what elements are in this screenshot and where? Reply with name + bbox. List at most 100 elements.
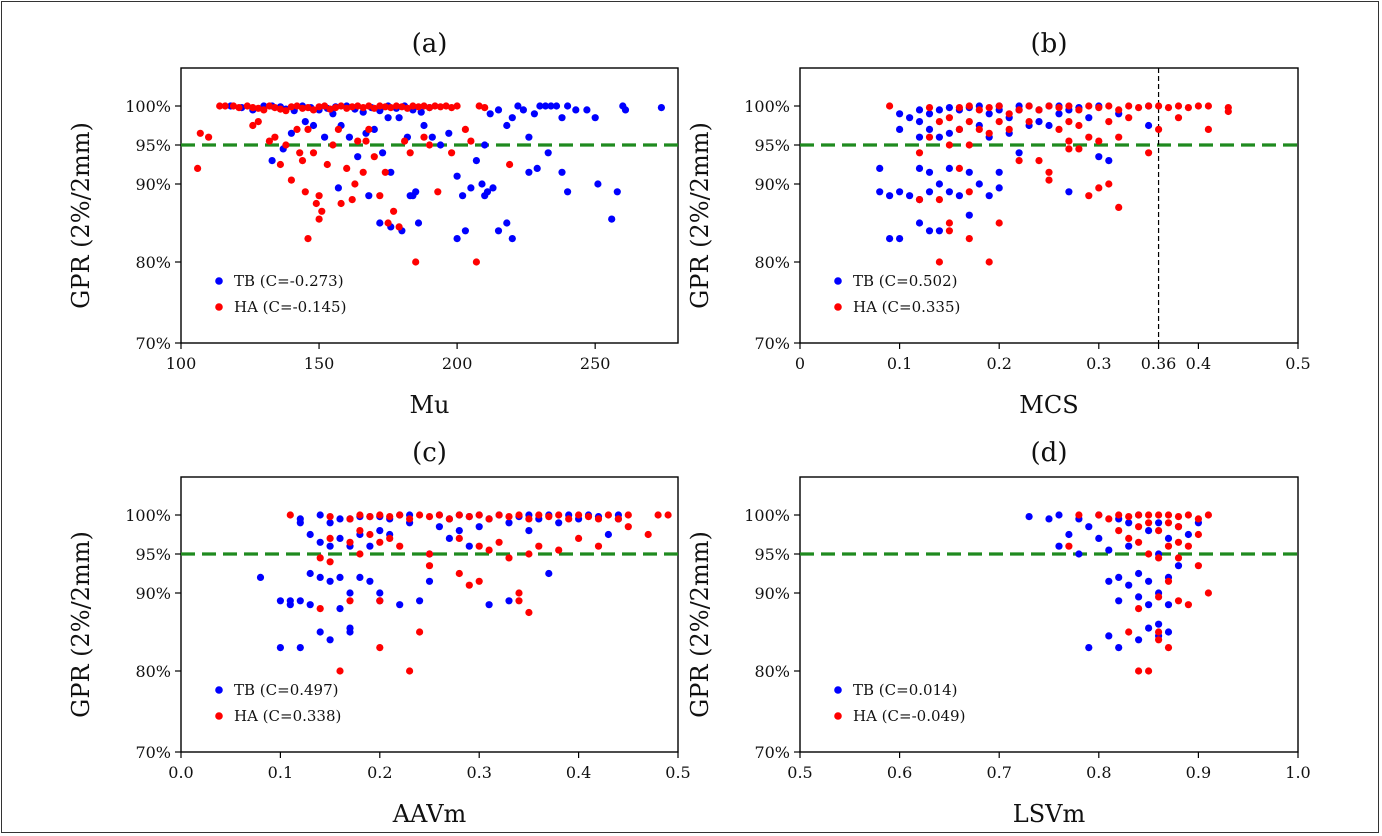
- legend-label: TB (C=0.502): [853, 272, 958, 290]
- data-point: [1164, 542, 1173, 550]
- legend-label: HA (C=0.335): [853, 298, 960, 316]
- data-point: [1095, 511, 1103, 519]
- data-point: [420, 102, 428, 110]
- x-tick-label: 0.7: [986, 763, 1011, 782]
- data-point: [915, 118, 924, 126]
- data-point: [925, 110, 934, 118]
- data-point: [1115, 106, 1123, 114]
- data-point: [594, 180, 602, 188]
- data-point: [594, 515, 603, 523]
- data-point: [316, 605, 324, 613]
- data-point: [293, 102, 301, 110]
- data-point: [624, 511, 632, 519]
- y-tick-label: 100%: [744, 506, 790, 525]
- data-point: [196, 129, 204, 137]
- panel-title: (c): [412, 438, 447, 468]
- data-point: [915, 149, 924, 157]
- data-point: [1135, 523, 1143, 531]
- data-point: [654, 511, 662, 519]
- data-point: [362, 137, 370, 145]
- data-point: [535, 542, 543, 550]
- data-point: [276, 644, 284, 652]
- data-point: [306, 601, 314, 609]
- data-point: [945, 227, 954, 235]
- data-point: [503, 121, 511, 130]
- data-point: [945, 219, 954, 227]
- data-point: [975, 106, 983, 114]
- legend-marker: [834, 277, 842, 285]
- legend-label: TB (C=0.014): [853, 681, 958, 699]
- panel-title: (d): [1031, 438, 1068, 468]
- data-point: [515, 589, 523, 597]
- data-point: [1135, 538, 1143, 546]
- data-point: [1085, 192, 1093, 200]
- data-point: [249, 121, 257, 130]
- data-point: [376, 538, 384, 546]
- y-tick-label: 90%: [135, 584, 171, 603]
- data-point: [985, 104, 993, 112]
- data-point: [608, 215, 616, 223]
- data-point: [545, 513, 553, 521]
- data-point: [1095, 534, 1103, 543]
- data-point: [1025, 118, 1033, 126]
- data-point: [401, 137, 409, 145]
- data-point: [975, 125, 983, 133]
- data-point: [1095, 137, 1103, 145]
- data-point: [1095, 104, 1103, 112]
- x-tick-label: 200: [442, 354, 473, 373]
- data-point: [985, 129, 993, 137]
- data-point: [459, 192, 467, 200]
- data-point: [575, 534, 583, 543]
- data-point: [348, 103, 356, 111]
- data-point: [326, 542, 334, 550]
- data-point: [309, 149, 318, 157]
- data-point: [435, 523, 443, 531]
- data-point: [1055, 110, 1063, 118]
- data-point: [453, 172, 461, 180]
- data-point: [985, 258, 993, 266]
- data-point: [431, 102, 439, 110]
- plot-area: [180, 476, 679, 753]
- data-point: [1085, 133, 1093, 141]
- data-point: [935, 180, 944, 188]
- data-point: [945, 188, 954, 196]
- data-point: [334, 125, 342, 133]
- data-point: [508, 114, 516, 122]
- y-tick-label: 70%: [754, 743, 790, 762]
- data-point: [316, 554, 324, 562]
- x-axis-label: AAVm: [392, 800, 467, 828]
- data-point: [1145, 527, 1153, 535]
- data-point: [965, 168, 973, 176]
- data-point: [495, 538, 503, 546]
- data-point: [366, 542, 374, 550]
- data-point: [416, 628, 424, 636]
- data-point: [896, 188, 904, 196]
- data-point: [425, 562, 434, 570]
- data-point: [1164, 519, 1173, 527]
- data-point: [955, 125, 964, 133]
- data-point: [485, 515, 493, 523]
- x-tick-label: 0.2: [367, 763, 392, 782]
- data-point: [395, 114, 403, 122]
- data-point: [453, 235, 461, 243]
- legend-marker: [215, 277, 223, 285]
- data-point: [1045, 102, 1053, 110]
- data-point: [1045, 515, 1053, 523]
- data-point: [1194, 515, 1202, 523]
- data-point: [876, 188, 884, 196]
- data-point: [525, 550, 533, 558]
- data-point: [1174, 554, 1183, 562]
- data-point: [354, 102, 362, 110]
- data-point: [445, 534, 453, 543]
- y-tick-label: 70%: [135, 743, 171, 762]
- data-point: [472, 258, 480, 266]
- data-point: [301, 118, 309, 126]
- data-point: [276, 160, 284, 169]
- data-point: [221, 102, 229, 110]
- data-point: [485, 601, 493, 609]
- data-point: [915, 106, 924, 114]
- data-point: [392, 102, 400, 110]
- data-point: [425, 104, 434, 112]
